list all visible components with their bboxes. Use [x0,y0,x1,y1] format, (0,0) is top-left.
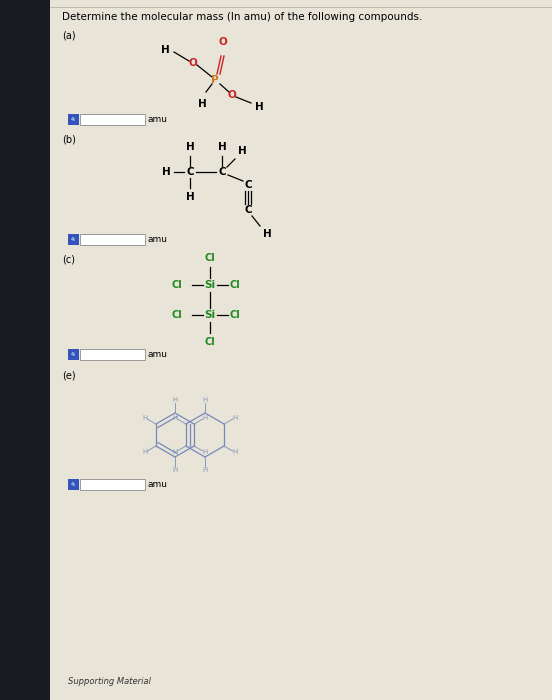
Text: O: O [219,37,227,47]
Text: 4₂: 4₂ [71,352,76,357]
Bar [0,0,50,700]
Text: H: H [198,99,206,109]
Text: H: H [203,449,208,456]
Text: O: O [227,90,236,100]
Text: amu: amu [147,350,167,359]
Text: H: H [203,467,208,473]
Text: Si: Si [204,280,216,290]
Text: 4₂: 4₂ [71,117,76,122]
Text: Cl: Cl [230,310,241,320]
Text: C: C [218,167,226,177]
Text: amu: amu [147,235,167,244]
Text: H: H [172,397,178,403]
Text: H: H [233,414,238,421]
Text: amu: amu [147,480,167,489]
Text: (b): (b) [62,135,76,145]
Text: Si: Si [204,310,216,320]
Text: Cl: Cl [205,337,215,347]
Text: H: H [238,146,247,156]
Text: C: C [244,180,252,190]
Text: H: H [142,449,147,456]
Text: Cl: Cl [171,280,182,290]
Text: H: H [172,467,178,473]
Text: H: H [203,414,208,421]
Text: H: H [233,449,238,456]
Bar [68,479,79,490]
Text: H: H [185,192,194,202]
Text: H: H [172,449,177,456]
Bar [68,349,79,360]
Text: H: H [142,414,147,421]
Text: P: P [211,75,219,85]
Text: H: H [217,142,226,152]
Text: Cl: Cl [171,310,182,320]
Text: H: H [263,229,272,239]
Bar [68,114,79,125]
Text: amu: amu [147,115,167,124]
Text: O: O [189,58,198,68]
Bar [68,234,79,245]
Bar [80,114,145,125]
Text: H: H [185,142,194,152]
Text: H: H [255,102,264,112]
Text: C: C [186,167,194,177]
Text: 4₂: 4₂ [71,482,76,487]
Text: (a): (a) [62,30,76,40]
Text: Cl: Cl [230,280,241,290]
Bar [80,349,145,360]
Bar [80,234,145,245]
Text: Supporting Material: Supporting Material [68,678,151,687]
Text: (e): (e) [62,370,76,380]
Text: (c): (c) [62,255,75,265]
Text: Determine the molecular mass (In amu) of the following compounds.: Determine the molecular mass (In amu) of… [62,12,422,22]
Text: H: H [162,167,171,177]
Text: 4₂: 4₂ [71,237,76,242]
Text: Cl: Cl [205,253,215,263]
Text: H: H [203,397,208,403]
Text: H: H [172,414,177,421]
Text: H: H [161,45,170,55]
Bar [80,479,145,490]
Text: C: C [244,205,252,215]
